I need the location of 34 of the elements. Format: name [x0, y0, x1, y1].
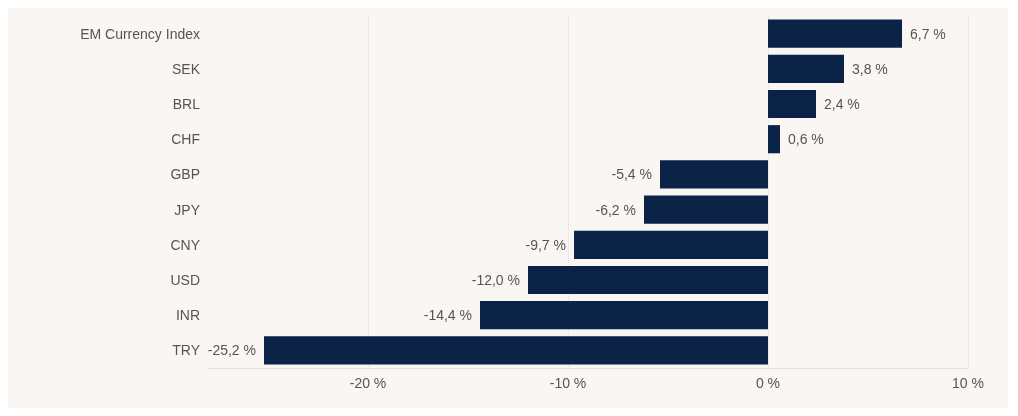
- bar: [768, 89, 816, 119]
- bar: [768, 19, 902, 48]
- y-tick-label: BRL: [172, 96, 201, 112]
- data-label: -14,4 %: [423, 307, 472, 324]
- data-label: -9,7 %: [525, 236, 566, 253]
- data-label: 2,4 %: [824, 96, 860, 112]
- y-tick-label: EM Currency Index: [80, 25, 200, 42]
- x-tick-label: 0 %: [755, 375, 781, 391]
- y-tick-label: CNY: [170, 236, 201, 253]
- y-tick-label: GBP: [170, 166, 200, 183]
- data-label: 6,7 %: [910, 25, 946, 42]
- x-tick-label: 10 %: [952, 375, 984, 391]
- bar: [644, 195, 768, 224]
- data-label: -12,0 %: [471, 272, 520, 288]
- data-label: -6,2 %: [595, 201, 636, 218]
- bar: [768, 125, 780, 154]
- bar: [480, 301, 768, 330]
- bar: [660, 160, 768, 189]
- y-tick-label: USD: [170, 272, 200, 288]
- bar: [768, 54, 844, 83]
- y-tick-label: CHF: [171, 131, 200, 148]
- x-tick-label: -20 %: [349, 375, 387, 391]
- data-label: 3,8 %: [852, 60, 888, 77]
- data-label: -5,4 %: [611, 166, 652, 183]
- bar: [264, 336, 768, 365]
- data-label: -25,2 %: [207, 342, 256, 359]
- y-tick-label: TRY: [172, 342, 201, 359]
- bar: [574, 230, 768, 259]
- data-label: 0,6 %: [788, 131, 824, 148]
- bar: [528, 265, 768, 295]
- y-tick-label: INR: [175, 307, 200, 324]
- y-tick-label: SEK: [171, 60, 201, 77]
- x-tick-label: -10 %: [549, 375, 587, 391]
- y-tick-label: JPY: [174, 201, 201, 218]
